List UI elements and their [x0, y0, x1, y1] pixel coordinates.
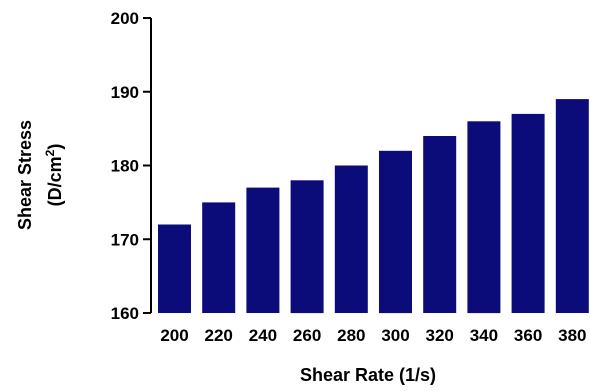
bar-260 [290, 180, 324, 314]
y-tick-label: 160 [111, 304, 139, 323]
bar-320 [423, 136, 457, 313]
x-tick-label: 340 [470, 326, 498, 345]
bar-380 [555, 99, 589, 313]
y-axis-title-close-paren: ) [45, 144, 65, 150]
x-tick-label: 360 [514, 326, 542, 345]
bar-340 [467, 121, 501, 314]
x-tick-label: 220 [205, 326, 233, 345]
bar-200 [158, 224, 191, 313]
x-tick-label: 200 [160, 326, 188, 345]
y-axis-title-line1: Shear Stress [15, 120, 35, 230]
y-axis-title-unit: (D/cm [45, 156, 65, 206]
y-ticks: 160 170 180 190 200 [111, 9, 151, 323]
x-tick-label: 280 [337, 326, 365, 345]
bar-360 [511, 113, 545, 314]
bar-240 [246, 187, 280, 313]
x-tick-label: 300 [381, 326, 409, 345]
y-axis-title-line2: (D/cm2) [43, 144, 65, 207]
y-tick-label: 200 [111, 9, 139, 28]
y-axis-title-superscript: 2 [43, 149, 57, 156]
x-tick-label: 240 [249, 326, 277, 345]
bar-280 [334, 165, 368, 313]
x-axis-title: Shear Rate (1/s) [300, 365, 436, 385]
y-tick-label: 170 [111, 230, 139, 249]
x-tick-label: 260 [293, 326, 321, 345]
y-axis-title: Shear Stress (D/cm2) [15, 120, 65, 230]
bars-layer [158, 99, 589, 314]
bar-300 [379, 150, 412, 314]
x-tick-label: 380 [558, 326, 586, 345]
y-tick-label: 180 [111, 157, 139, 176]
x-tick-labels: 200 220 240 260 280 300 320 340 360 380 [160, 326, 586, 345]
y-tick-label: 190 [111, 83, 139, 102]
bar-220 [202, 202, 236, 313]
x-tick-label: 320 [426, 326, 454, 345]
